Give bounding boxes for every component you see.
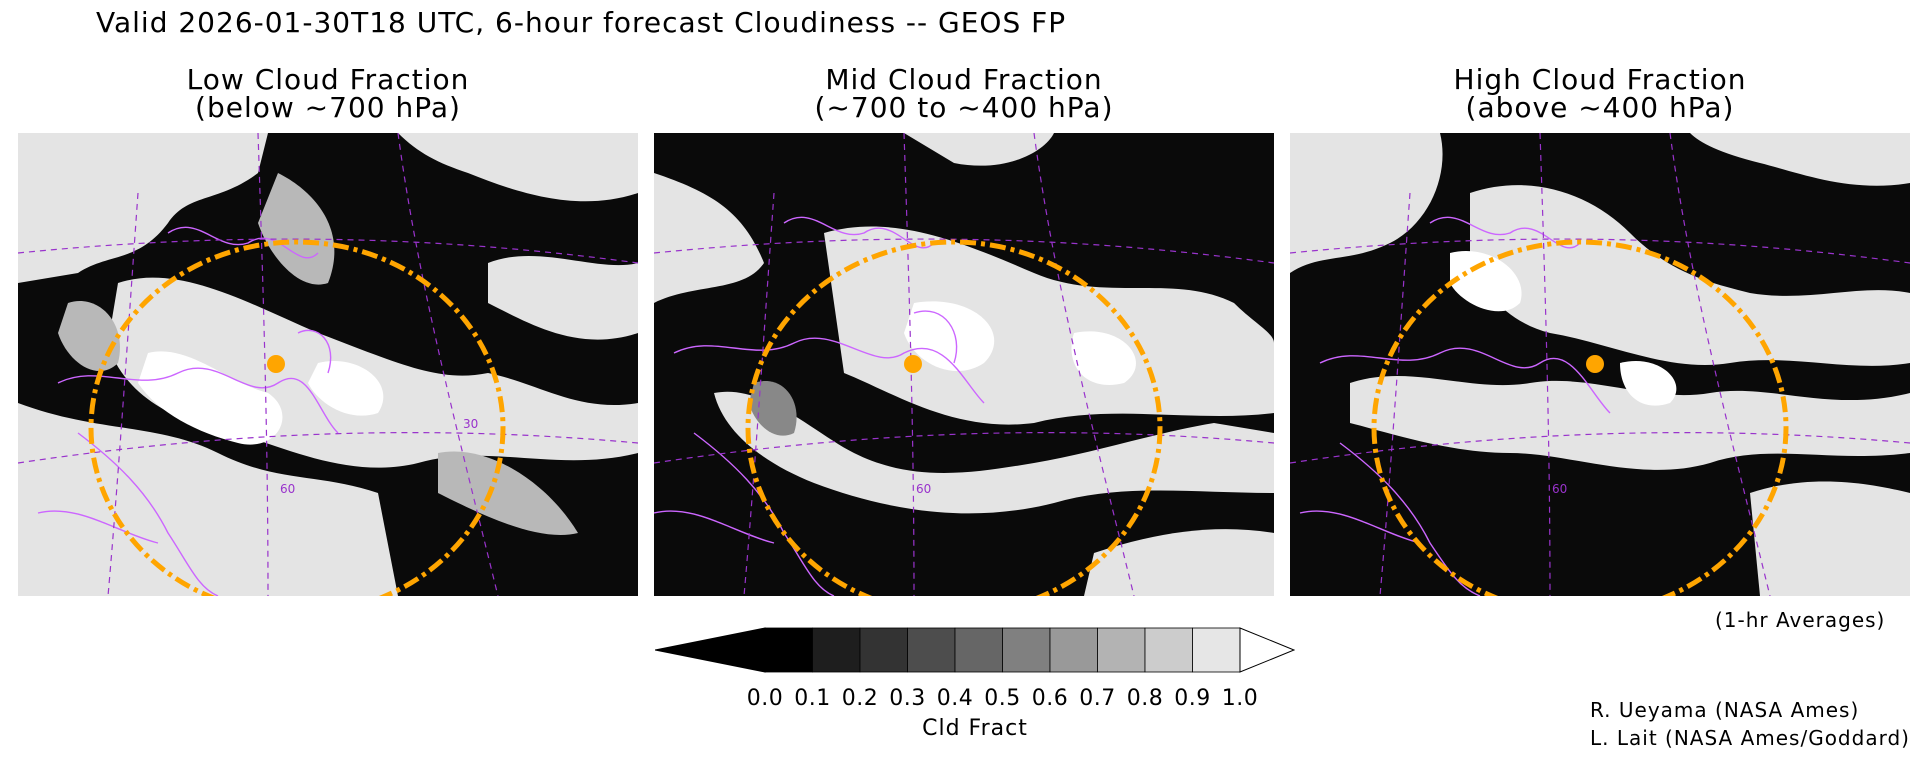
lat-label-30: 30 [463,417,478,431]
colorbar-segment [1049,627,1098,673]
colorbar-segment [764,627,813,673]
colorbar-extend-high [1239,627,1296,673]
colorbar [654,625,1296,675]
colorbar-segment [954,627,1003,673]
panel-title-low-line2: (below ~700 hPa) [195,91,461,124]
lat-label-60-high: 60 [1552,482,1567,496]
panel-title-high: High Cloud Fraction (above ~400 hPa) [1290,66,1910,122]
colorbar-tick-label: 0.6 [1031,686,1069,711]
colorbar-tick-label: 0.3 [889,686,926,711]
colorbar-tick-label: 0.2 [841,686,879,711]
colorbar-tick-label: 0.8 [1126,686,1164,711]
panel-title-high-line1: High Cloud Fraction [1453,63,1747,96]
page-title: Valid 2026-01-30T18 UTC, 6-hour forecast… [96,6,1067,39]
colorbar-tick-label: 1.0 [1221,686,1259,711]
colorbar-segment [907,627,956,673]
colorbar-label: Cld Fract [922,716,1028,741]
low-cloud-map: 30 60 [18,133,638,596]
colorbar-segment [1097,627,1146,673]
colorbar-segment [812,627,861,673]
panel-title-high-line2: (above ~400 hPa) [1465,91,1735,124]
panel-title-low-line1: Low Cloud Fraction [186,63,470,96]
colorbar-tick-label: 0.4 [936,686,974,711]
colorbar-tick-label: 0.9 [1174,686,1211,711]
panel-title-mid-line1: Mid Cloud Fraction [825,63,1103,96]
panel-title-mid: Mid Cloud Fraction (~700 to ~400 hPa) [654,66,1274,122]
colorbar-segment [1192,627,1241,673]
lat-label-60-mid: 60 [916,482,931,496]
credit-ueyama: R. Ueyama (NASA Ames) [1590,698,1860,722]
colorbar-tick-label: 0.5 [984,686,1021,711]
panel-title-mid-line2: (~700 to ~400 hPa) [814,91,1114,124]
averages-note: (1-hr Averages) [1715,608,1886,632]
mid-cloud-map: 60 [654,133,1274,596]
high-cloud-map: 60 [1290,133,1910,596]
credit-lait: L. Lait (NASA Ames/Goddard) [1590,726,1910,750]
panel-title-low: Low Cloud Fraction (below ~700 hPa) [18,66,638,122]
colorbar-tick-label: 0.1 [794,686,831,711]
colorbar-extend-low [654,627,766,673]
colorbar-tick-label: 0.7 [1079,686,1116,711]
colorbar-tick-label: 0.0 [746,686,784,711]
colorbar-segment [1002,627,1051,673]
colorbar-segment [859,627,908,673]
colorbar-segment [1144,627,1193,673]
lat-label-60: 60 [280,482,295,496]
